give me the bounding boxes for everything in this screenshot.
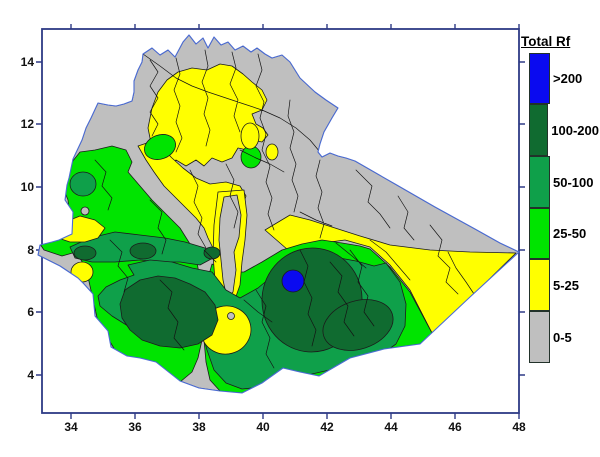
map-layers xyxy=(38,35,519,393)
contour-region-5-25-north xyxy=(147,63,269,167)
plot-frame xyxy=(41,28,520,414)
legend: Total Rf >200 100-200 50-100 25-50 5-25 xyxy=(519,34,599,363)
legend-title: Total Rf xyxy=(521,34,571,49)
legend-entry-gt200: >200 xyxy=(529,52,599,105)
axis-ticks xyxy=(36,24,525,419)
x-tick-label: 38 xyxy=(192,420,206,434)
contour-patch-5-25-west xyxy=(70,261,94,283)
legend-entry-50-100: 50-100 xyxy=(529,155,599,208)
contour-dot-0-5-south xyxy=(227,312,235,320)
y-tick-label: 8 xyxy=(27,243,34,257)
legend-swatch-0-5 xyxy=(529,310,550,363)
contour-core-100-200-a xyxy=(73,245,97,261)
y-tick-label: 10 xyxy=(21,180,35,194)
legend-swatch-100-200 xyxy=(529,104,549,156)
x-tick-label: 48 xyxy=(512,420,526,434)
legend-swatch-gt200 xyxy=(529,52,550,105)
legend-swatch-5-25 xyxy=(529,259,550,311)
legend-swatch-50-100 xyxy=(529,155,550,208)
x-tick-label: 40 xyxy=(256,420,270,434)
contour-patch-5-25-small-a xyxy=(240,122,260,150)
contour-dot-0-5-west xyxy=(80,206,90,216)
contour-core-100-200-c xyxy=(203,246,221,260)
legend-label: 100-200 xyxy=(551,123,599,139)
x-tick-label: 42 xyxy=(320,420,334,434)
contour-max-gt200 xyxy=(281,269,305,293)
x-tick-label: 36 xyxy=(128,420,142,434)
legend-rows: >200 100-200 50-100 25-50 5-25 0-5 xyxy=(529,52,599,363)
y-tick-label: 4 xyxy=(27,368,34,382)
legend-entry-25-50: 25-50 xyxy=(529,207,599,260)
legend-label: 25-50 xyxy=(553,226,587,242)
legend-entry-100-200: 100-200 xyxy=(529,104,599,157)
contour-region-100-200-southwest xyxy=(119,275,219,349)
y-tick-label: 14 xyxy=(21,55,35,69)
legend-entry-0-5: 0-5 xyxy=(529,310,599,363)
legend-label: 0-5 xyxy=(553,329,572,345)
legend-label: >200 xyxy=(553,71,583,87)
x-tick-label: 34 xyxy=(64,420,78,434)
x-tick-label: 44 xyxy=(384,420,398,434)
contour-core-100-200-b xyxy=(129,242,157,260)
admin-boundaries xyxy=(94,49,475,369)
legend-swatch-25-50 xyxy=(529,207,550,260)
legend-label: 5-25 xyxy=(553,278,580,294)
contour-patch-50-100-northwest xyxy=(69,171,97,197)
x-tick-label: 46 xyxy=(448,420,462,434)
y-tick-label: 12 xyxy=(21,117,35,131)
contour-patch-5-25-small-b xyxy=(265,143,279,161)
legend-entry-5-25: 5-25 xyxy=(529,259,599,312)
country-outline xyxy=(37,34,520,394)
legend-label: 50-100 xyxy=(553,174,594,190)
contour-region-100-200-southeast-lobe xyxy=(322,299,394,351)
contour-patch-25-50-north xyxy=(144,134,176,160)
y-tick-label: 6 xyxy=(27,305,34,319)
